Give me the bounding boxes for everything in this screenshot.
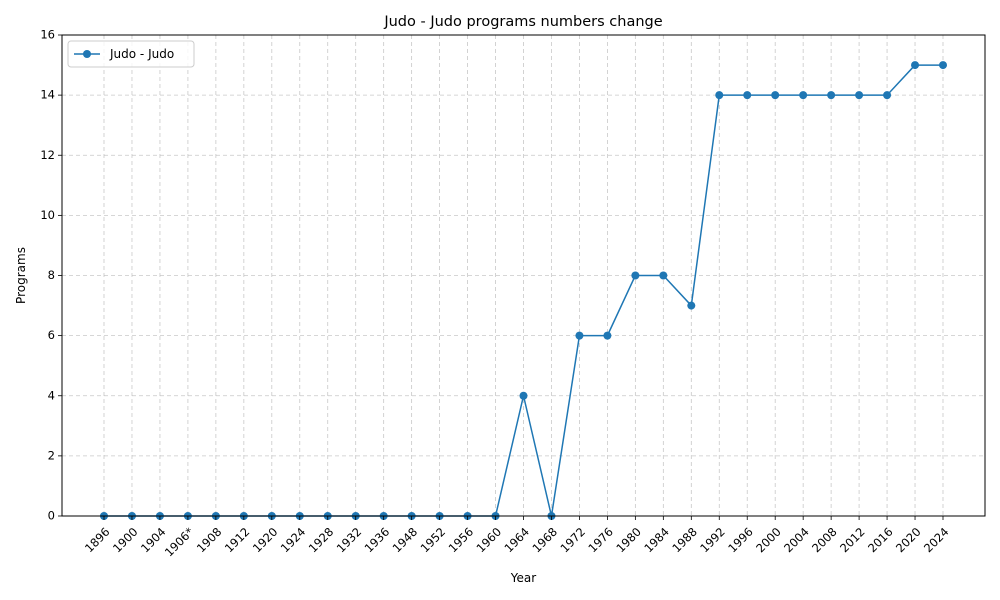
y-tick-label: 0: [48, 509, 55, 523]
data-point: [603, 331, 612, 340]
data-point: [799, 91, 808, 100]
y-tick-label: 12: [40, 148, 55, 162]
data-point: [659, 271, 668, 280]
data-point: [771, 91, 780, 100]
x-axis-label: Year: [510, 571, 536, 585]
data-point: [827, 91, 836, 100]
data-point: [715, 91, 724, 100]
data-point: [883, 91, 892, 100]
y-tick-label: 8: [48, 268, 55, 282]
data-point: [631, 271, 640, 280]
grid: [62, 34, 985, 517]
y-tick-label: 4: [48, 388, 55, 402]
chart-title: Judo - Judo programs numbers change: [383, 14, 662, 30]
data-point: [575, 331, 584, 340]
legend-marker-swatch: [83, 50, 91, 58]
y-axis-label: Programs: [14, 247, 28, 304]
data-point: [519, 391, 528, 400]
y-tick-label: 6: [48, 328, 55, 342]
data-point: [855, 91, 864, 100]
data-point: [911, 61, 920, 70]
y-tick-label: 10: [40, 208, 55, 222]
legend-entry-label: Judo - Judo: [109, 47, 174, 61]
legend: Judo - Judo: [67, 40, 195, 68]
data-point: [743, 91, 752, 100]
data-point: [939, 61, 947, 70]
y-tick-label: 14: [40, 88, 55, 102]
y-tick-label: 2: [48, 448, 55, 462]
y-tick-label: 16: [40, 28, 55, 42]
legend-box: [67, 40, 195, 68]
data-point: [687, 301, 696, 310]
